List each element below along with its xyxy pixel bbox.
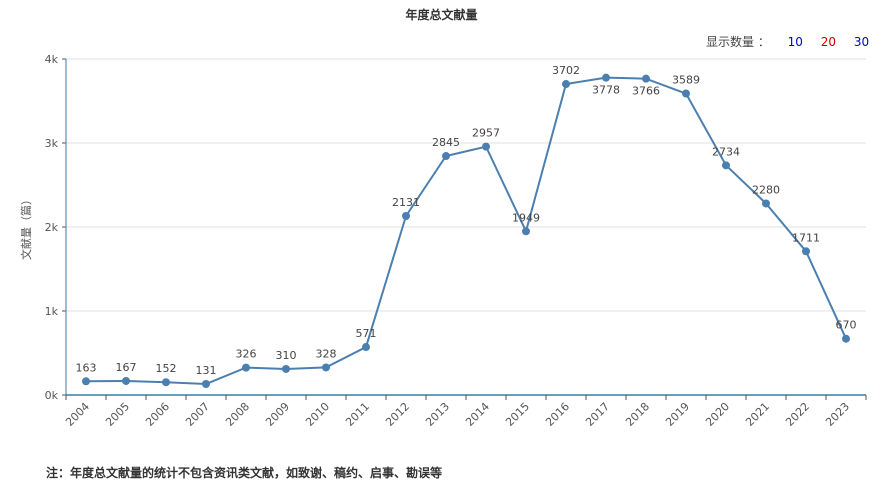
data-point[interactable] — [642, 74, 650, 83]
data-label: 3702 — [552, 64, 580, 77]
data-point[interactable] — [722, 161, 730, 170]
x-tick-label: 2010 — [303, 400, 332, 429]
data-label: 3766 — [632, 85, 660, 98]
x-tick-label: 2023 — [823, 400, 852, 429]
data-label: 167 — [116, 361, 137, 374]
x-tick-label: 2007 — [183, 400, 212, 429]
x-tick-label: 2021 — [743, 400, 772, 429]
data-point[interactable] — [362, 343, 370, 352]
axes — [62, 58, 867, 400]
data-label: 2957 — [472, 127, 500, 140]
x-tick-label: 2014 — [463, 400, 492, 429]
data-point[interactable] — [122, 376, 130, 385]
data-label: 152 — [156, 362, 177, 375]
x-tick-label: 2013 — [423, 400, 452, 429]
display-count-option-20[interactable]: 20 — [820, 35, 837, 49]
data-point[interactable] — [482, 142, 490, 151]
data-label: 310 — [276, 349, 297, 362]
y-axis-title: 文献量（篇） — [19, 194, 33, 260]
y-tick-labels: 0k 1k 2k 3k 4k — [45, 53, 59, 402]
data-point[interactable] — [842, 334, 850, 343]
data-label: 3778 — [592, 84, 620, 97]
data-points — [82, 73, 850, 388]
display-count-option-10[interactable]: 10 — [787, 35, 803, 49]
series-path — [85, 76, 847, 386]
data-point[interactable] — [282, 364, 290, 373]
data-point[interactable] — [442, 152, 450, 161]
data-label: 670 — [836, 319, 857, 332]
y-tick-label: 0k — [45, 389, 59, 402]
data-label: 163 — [76, 361, 97, 374]
data-point[interactable] — [762, 199, 770, 208]
data-point[interactable] — [402, 211, 410, 220]
series-line — [85, 76, 847, 386]
data-point[interactable] — [602, 73, 610, 82]
chart-title: 年度总文献量 — [405, 8, 478, 22]
y-tick-label: 4k — [45, 53, 59, 66]
x-tick-label: 2019 — [663, 400, 692, 429]
data-point[interactable] — [522, 227, 530, 236]
data-label: 328 — [316, 347, 337, 360]
data-point[interactable] — [562, 80, 570, 89]
data-label: 3589 — [672, 74, 700, 87]
data-label: 2734 — [712, 145, 740, 158]
data-point[interactable] — [82, 377, 90, 386]
data-point[interactable] — [322, 363, 330, 372]
display-count-option-30[interactable]: 30 — [853, 35, 870, 49]
data-label: 571 — [356, 327, 377, 340]
y-tick-label: 3k — [45, 137, 59, 150]
y-tick-label: 1k — [45, 305, 59, 318]
data-label: 1711 — [792, 231, 820, 244]
grid-lines — [66, 58, 866, 312]
data-point[interactable] — [802, 247, 810, 256]
x-tick-label: 2009 — [263, 400, 292, 429]
display-count-label: 显示数量 ： — [706, 35, 770, 49]
data-label: 326 — [236, 348, 257, 361]
x-tick-label: 2008 — [223, 400, 252, 429]
x-tick-label: 2020 — [703, 400, 732, 429]
x-tick-label: 2017 — [583, 400, 612, 429]
x-tick-label: 2012 — [383, 400, 412, 429]
data-label: 1949 — [512, 211, 540, 224]
data-label: 2845 — [432, 136, 460, 149]
data-point[interactable] — [682, 89, 690, 98]
x-tick-label: 2004 — [63, 400, 92, 429]
x-tick-label: 2015 — [503, 400, 532, 429]
data-point[interactable] — [242, 363, 250, 372]
data-label: 2280 — [752, 183, 780, 196]
data-label: 2131 — [392, 196, 420, 209]
display-count-control: 显示数量 ： 10 20 30 — [706, 33, 869, 50]
x-tick-label: 2006 — [143, 400, 172, 429]
footnote: 注：年度总文献量的统计不包含资讯类文献，如致谢、稿约、启事、勘误等 — [46, 466, 443, 480]
x-tick-label: 2011 — [343, 400, 372, 429]
data-point[interactable] — [162, 378, 170, 387]
x-tick-label: 2022 — [783, 400, 812, 429]
data-point[interactable] — [202, 379, 210, 388]
y-tick-label: 2k — [45, 221, 59, 234]
data-labels: 163 167 152 131 326 310 328 571 2131 2845 2957 1949… — [76, 64, 857, 377]
x-tick-label: 2005 — [103, 400, 132, 429]
x-tick-label: 2016 — [543, 400, 572, 429]
data-label: 131 — [196, 364, 217, 377]
x-tick-labels: 2004 2005 2006 2007 2008 2009 2010 2011 2012 2013… — [63, 400, 852, 429]
x-tick-label: 2018 — [623, 400, 652, 429]
